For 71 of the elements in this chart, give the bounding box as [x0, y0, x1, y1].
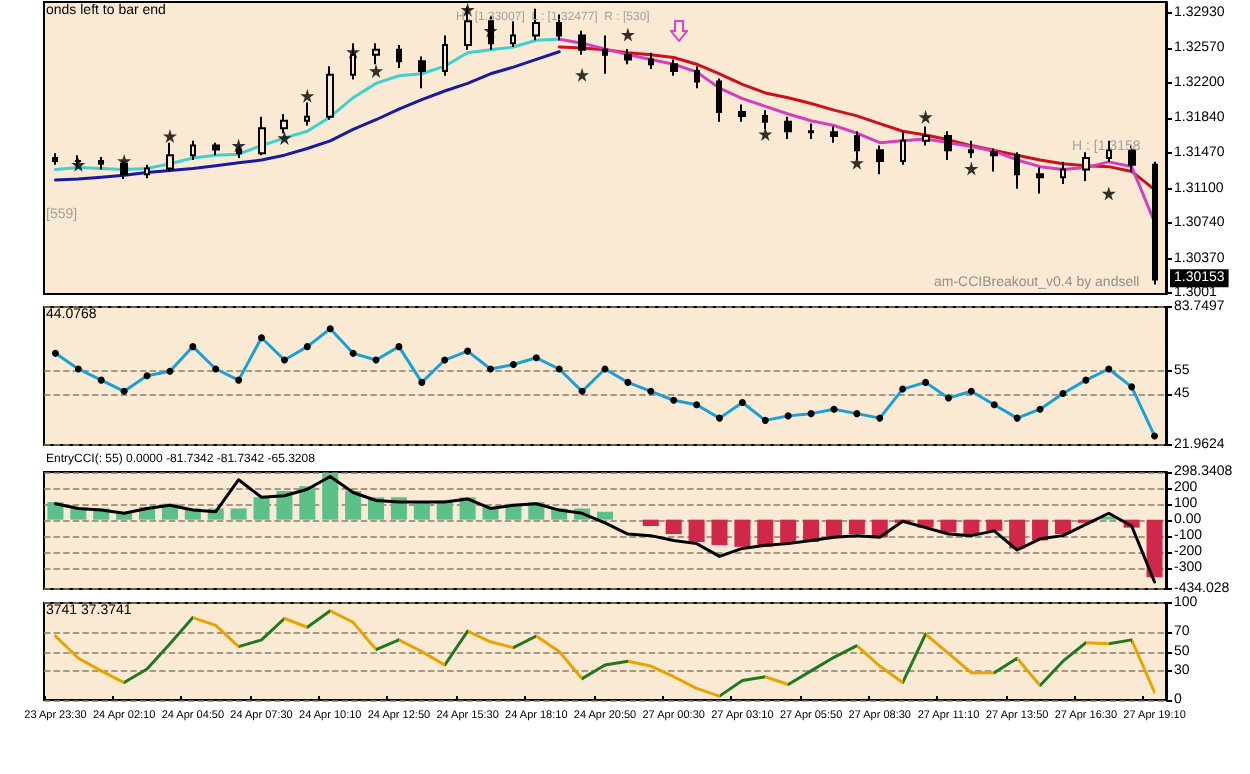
candlestick — [854, 130, 860, 161]
bar — [986, 519, 1003, 531]
candlestick — [876, 144, 884, 176]
candlestick — [578, 29, 586, 56]
bar — [47, 502, 64, 520]
point — [758, 127, 773, 142]
line-series — [557, 45, 1157, 192]
bar — [642, 519, 659, 527]
point — [1101, 186, 1116, 201]
bar — [322, 473, 339, 520]
candlestick — [716, 77, 722, 123]
candlestick — [738, 103, 746, 123]
bar — [230, 508, 247, 520]
bar — [688, 519, 705, 543]
bar — [596, 511, 614, 520]
bar — [299, 486, 316, 520]
point — [117, 153, 132, 168]
bar — [345, 490, 362, 520]
point — [918, 109, 933, 124]
candlestick — [648, 51, 654, 71]
line-series — [53, 37, 561, 172]
line-series — [557, 37, 1157, 224]
candlestick — [190, 139, 196, 161]
line-series — [53, 50, 561, 182]
point — [300, 88, 315, 103]
candlestick — [98, 156, 104, 171]
candlestick — [944, 130, 952, 161]
candlestick — [144, 163, 150, 180]
candlestick — [442, 34, 448, 77]
candlestick — [602, 34, 608, 75]
bar — [963, 519, 980, 535]
candlestick — [808, 122, 814, 140]
candlestick — [326, 65, 334, 121]
candlestick — [968, 139, 974, 160]
candlestick — [922, 125, 930, 147]
candlestick — [258, 115, 266, 157]
candlestick — [1082, 151, 1090, 182]
bar — [848, 519, 865, 535]
candlestick — [1060, 160, 1066, 185]
point — [277, 130, 292, 145]
candlestick — [396, 44, 402, 70]
candlestick — [624, 47, 632, 66]
bar — [825, 519, 842, 538]
bar — [1054, 519, 1071, 535]
candlestick — [900, 130, 906, 166]
point — [620, 27, 635, 42]
bar — [734, 519, 751, 547]
candlestick — [1014, 151, 1020, 190]
bar — [1009, 519, 1026, 549]
point — [231, 138, 246, 153]
bar — [711, 519, 728, 546]
candlestick — [694, 65, 700, 90]
point — [964, 161, 979, 176]
candlestick — [52, 152, 58, 166]
candlestick — [670, 58, 678, 77]
candlestick — [510, 20, 516, 48]
bar — [780, 519, 797, 544]
candlestick — [1152, 160, 1158, 286]
candlestick — [830, 125, 838, 144]
point — [369, 63, 384, 78]
point — [162, 129, 177, 144]
point — [575, 67, 590, 82]
candlestick — [212, 141, 220, 157]
bar — [253, 497, 270, 520]
bar — [940, 519, 957, 533]
candlestick — [418, 55, 426, 90]
candlestick — [784, 115, 792, 140]
candlestick — [1036, 166, 1044, 195]
candlestick — [990, 147, 998, 173]
bar — [1146, 519, 1163, 578]
bar — [665, 519, 682, 535]
